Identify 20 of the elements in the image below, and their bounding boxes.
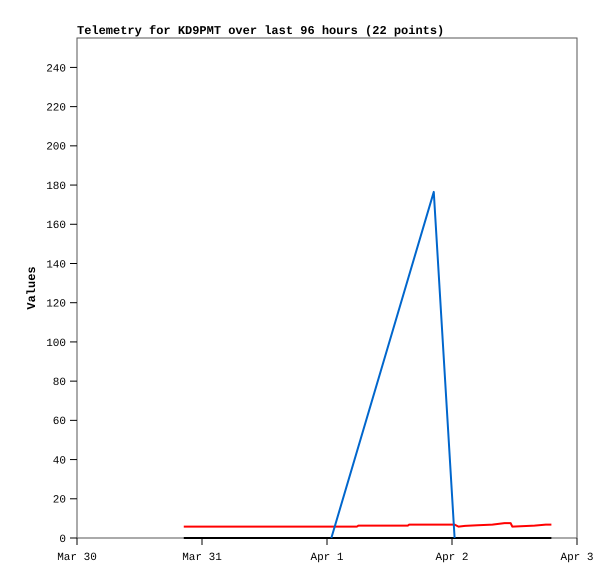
x-tick-label: Apr 1 [310, 552, 344, 564]
x-tick-label: Mar 30 [57, 552, 97, 564]
y-tick-label: 220 [46, 102, 66, 114]
x-tick-label: Apr 3 [560, 552, 594, 564]
chart-title: Telemetry for KD9PMT over last 96 hours (22 points) [77, 24, 444, 38]
y-tick-label: 40 [52, 455, 66, 468]
y-tick-label: 160 [46, 220, 66, 232]
y-tick-label: 0 [59, 534, 66, 546]
y-tick-label: 80 [52, 376, 66, 389]
y-tick-label: 140 [46, 259, 66, 272]
y-tick-label: 60 [52, 416, 66, 428]
y-tick-label: 100 [46, 338, 66, 350]
y-tick-label: 180 [46, 180, 66, 193]
y-tick-label: 120 [46, 298, 66, 311]
y-tick-label: 200 [46, 142, 66, 154]
x-tick-label: Mar 31 [182, 552, 222, 564]
y-tick-label: 20 [52, 494, 66, 507]
y-axis-title: Values [25, 266, 39, 310]
x-tick-label: Apr 2 [435, 552, 469, 564]
y-tick-label: 240 [46, 63, 66, 76]
